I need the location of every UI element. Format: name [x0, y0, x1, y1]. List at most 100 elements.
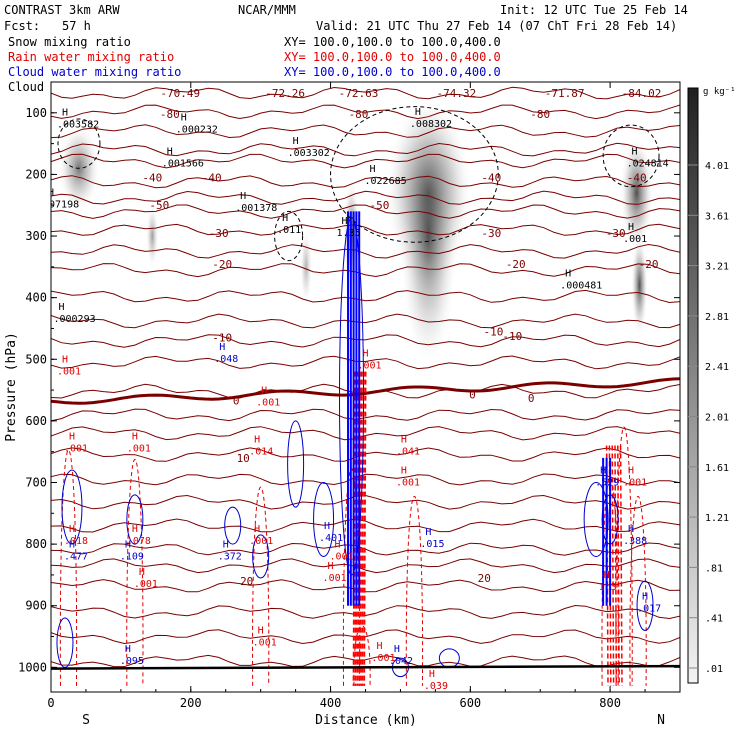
extremum-marker: H [342, 216, 348, 227]
extremum-value: .001566 [162, 158, 204, 169]
y-tick-label: 1000 [18, 660, 47, 674]
extremum-marker: H [565, 268, 571, 279]
extremum-marker: H [628, 524, 634, 535]
extremum-value: .039 [424, 681, 448, 692]
extremum-value: .109 [120, 551, 144, 562]
isotherm-label: -20 [212, 258, 232, 271]
isotherm-label: -30 [606, 227, 626, 240]
cloud-contour [287, 420, 305, 508]
isotherm-line [51, 190, 680, 205]
legend-xy: XY= 100.0,100.0 to 100.0,400.0 [284, 50, 501, 64]
x-tick-label: 400 [320, 696, 342, 710]
extremum-value: .529 [595, 477, 619, 488]
isotherm-line [51, 243, 680, 259]
y-tick-label: 100 [25, 106, 47, 120]
isotherm-label: -10 [483, 326, 503, 339]
cloud-contour [61, 469, 83, 545]
isotherm-line [51, 629, 680, 645]
legend-entry: Rain water mixing ratio [8, 50, 174, 64]
extremum-value: 1.35 [337, 228, 361, 239]
isotherm-line [51, 334, 680, 348]
extremum-value: .024814 [627, 158, 669, 169]
extremum-marker: H [376, 641, 382, 652]
extremum-value: .011 [277, 225, 301, 236]
extremum-marker: H [401, 435, 407, 446]
isotherm-label: -50 [149, 199, 169, 212]
isotherm-line [51, 175, 680, 189]
extremum-marker: H [254, 435, 260, 446]
fcst-label: Fcst: [4, 19, 40, 33]
extremum-marker: H [394, 644, 400, 655]
y-tick-label: 600 [25, 414, 47, 428]
extremum-value: .001 [330, 551, 354, 562]
extremum-value: .003302 [288, 148, 330, 159]
extremum-marker: H [219, 342, 225, 353]
extremum-value: .015 [420, 539, 444, 550]
extremum-marker: H [425, 527, 431, 538]
cloud-contour [224, 506, 242, 545]
y-tick-label: 500 [25, 352, 47, 366]
isotherm-label: -20 [506, 258, 526, 271]
isotherm-line [51, 153, 680, 169]
extremum-marker: H [62, 107, 68, 118]
extremum-value: .048 [214, 354, 238, 365]
extremum-value: .000232 [176, 124, 218, 135]
x-axis-title: Distance (km) [315, 713, 417, 728]
isotherm-label: -40 [627, 172, 647, 185]
extremum-value: .001 [134, 579, 158, 590]
isotherm-label: 20 [240, 575, 253, 588]
isotherm-label: -40 [142, 172, 162, 185]
rain-contour [59, 449, 78, 686]
extremum-marker: H [600, 465, 606, 476]
isotherm-line [51, 604, 680, 620]
extremum-marker: H [604, 570, 610, 581]
colorbar-label: 3.61 [705, 211, 729, 222]
top-temp-label: -84.02 [622, 87, 662, 100]
extremum-marker: H [328, 561, 334, 572]
extremum-value: .401 [319, 533, 343, 544]
rain-core [614, 445, 618, 686]
rain-core [611, 445, 615, 686]
isotherm-line [51, 124, 680, 139]
extremum-value: .078 [127, 536, 151, 547]
isotherm-label: 20 [478, 572, 491, 585]
extremum-marker: H [362, 348, 368, 359]
extremum-marker: H [181, 112, 187, 123]
org-label: NCAR/MMM [238, 3, 296, 17]
y-tick-label: 400 [25, 291, 47, 305]
rain-contour [126, 459, 144, 686]
colorbar-label: 2.41 [705, 362, 729, 373]
extremum-marker: H [69, 432, 75, 443]
top-temp-label: -72.26 [265, 87, 305, 100]
cloud-contour [583, 482, 609, 557]
x-tick-label: 0 [47, 696, 54, 710]
isotherm-line [51, 86, 680, 100]
colorbar-unit: g kg⁻¹ [703, 87, 736, 97]
isotherm-label: -80 [160, 108, 180, 121]
y-tick-label: 700 [25, 476, 47, 490]
extremum-marker: H [293, 136, 299, 147]
top-temp-label: -70.49 [160, 87, 200, 100]
isotherm-label: -40 [481, 172, 501, 185]
isotherm-line [51, 558, 680, 574]
extremum-marker: H [401, 465, 407, 476]
extremum-value: .095 [120, 656, 144, 667]
snow-shading [631, 236, 648, 335]
colorbar-label: 4.01 [705, 161, 729, 172]
extremum-value: .001 [249, 536, 273, 547]
isotherm-line [51, 223, 680, 236]
extremum-value: .001 [371, 653, 395, 664]
extremum-marker: H [125, 644, 131, 655]
colorbar-label: 2.81 [705, 312, 729, 323]
isotherm-line [51, 473, 680, 486]
extremum-marker: H [132, 432, 138, 443]
extremum-value: .477 [64, 551, 88, 562]
y-tick-label: 300 [25, 229, 47, 243]
extremum-value: .000481 [560, 280, 602, 291]
colorbar [687, 87, 699, 684]
surface-line [51, 664, 680, 670]
rain-contour [615, 426, 633, 686]
y-axis-title: Pressure (hPa) [4, 332, 19, 442]
top-temp-label: -74.32 [436, 87, 476, 100]
legend-xy: XY= 100.0,100.0 to 100.0,400.0 [284, 35, 501, 49]
